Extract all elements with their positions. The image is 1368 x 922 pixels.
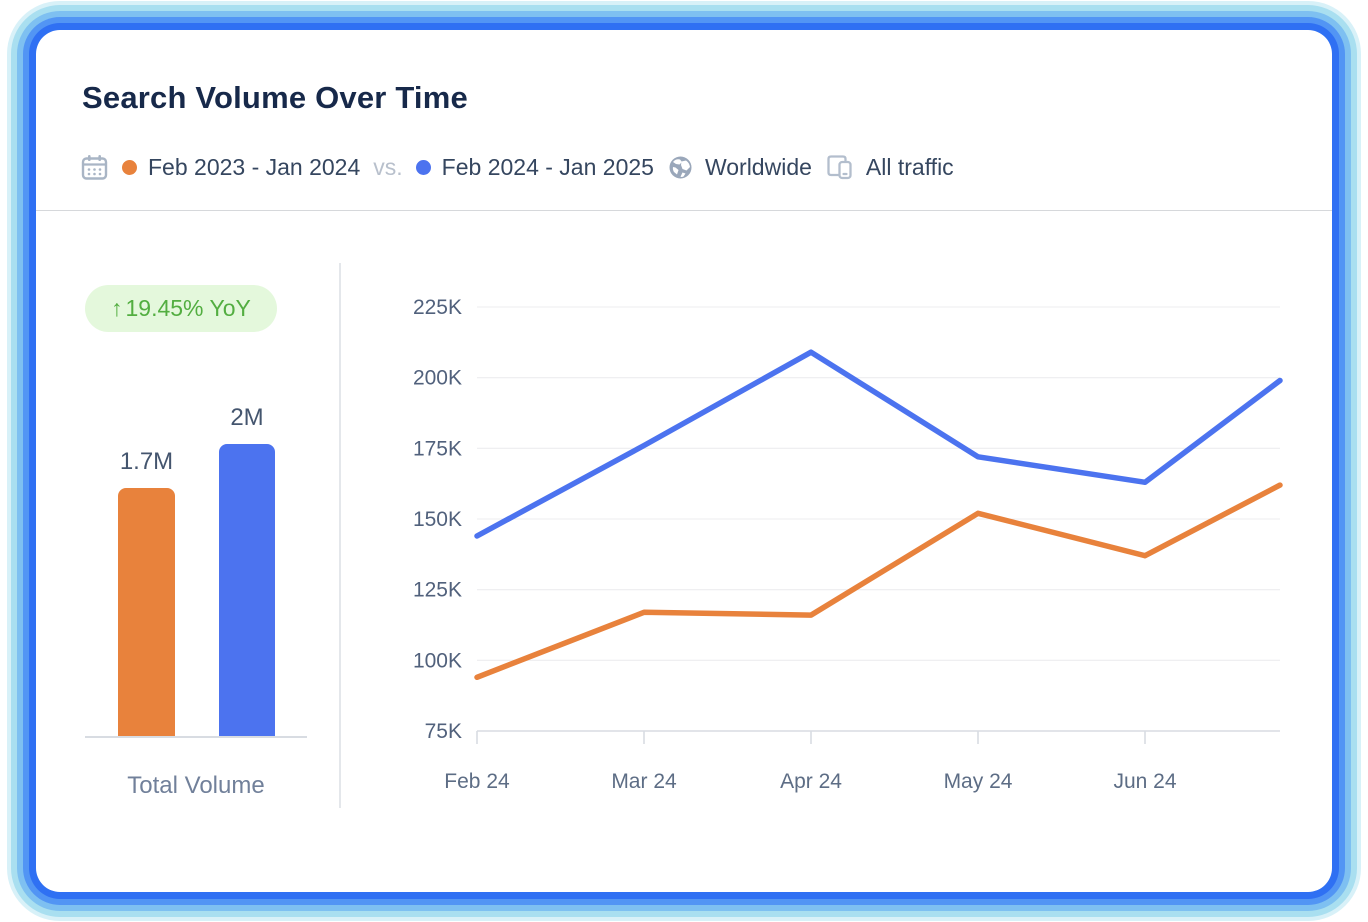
- calendar-icon: [80, 153, 109, 182]
- region-label: Worldwide: [704, 153, 812, 180]
- yoy-badge-text: 19.45% YoY: [125, 295, 251, 321]
- line-chart-svg: 225K 200K 175K 150K 125K 100K 75K Feb 24 Mar 24 A…: [413, 296, 1283, 793]
- search-volume-line-chart[interactable]: 225K 200K 175K 150K 125K 100K 75K Feb 24 Mar 24 A…: [380, 280, 1310, 825]
- bar-value-label: 2M: [230, 404, 264, 431]
- traffic-filter[interactable]: All traffic: [825, 152, 954, 182]
- chart-meta-row: Feb 2023 - Jan 2024 vs. Feb 2024 - Jan 2…: [80, 150, 954, 184]
- y-tick-label: 175K: [413, 437, 462, 460]
- y-tick-label: 100K: [413, 649, 462, 672]
- period-b-dot-icon: [415, 159, 431, 175]
- legend-period-b[interactable]: Feb 2024 - Jan 2025: [415, 153, 654, 181]
- search-volume-card: Search Volume Over Time Feb 2023 - Jan 2…: [36, 30, 1332, 892]
- y-tick-label: 150K: [413, 508, 462, 531]
- x-tick-label: May 24: [944, 770, 1013, 793]
- total-volume-bar[interactable]: [118, 488, 175, 736]
- total-volume-bar-chart[interactable]: 1.7M 2M: [85, 370, 307, 738]
- traffic-label: All traffic: [865, 153, 954, 180]
- devices-icon: [825, 152, 855, 182]
- header-divider: [36, 210, 1332, 211]
- y-tick-label: 200K: [413, 367, 462, 390]
- period-b-label: Feb 2024 - Jan 2025: [441, 153, 654, 180]
- period-a-label: Feb 2023 - Jan 2024: [148, 153, 361, 180]
- period-a-dot-icon: [122, 159, 137, 175]
- series-line-feb-2024-jan-2025[interactable]: [474, 349, 1283, 539]
- vs-label: vs.: [373, 153, 403, 180]
- y-tick-label: 125K: [413, 579, 462, 602]
- x-tick-label: Feb 24: [444, 770, 510, 793]
- series-line-feb-2023-jan-2024[interactable]: [474, 482, 1283, 681]
- bar-value-label: 1.7M: [119, 448, 174, 475]
- region-filter[interactable]: Worldwide: [667, 154, 812, 181]
- total-volume-label: Total Volume: [127, 772, 265, 799]
- page-title: Search Volume Over Time: [82, 80, 468, 115]
- x-tick-label: Mar 24: [611, 770, 677, 793]
- globe-icon: [667, 154, 694, 181]
- x-tick-label: Jun 24: [1113, 770, 1176, 793]
- y-tick-label: 225K: [413, 296, 462, 319]
- panel-divider: [339, 263, 341, 808]
- legend-period-a[interactable]: Feb 2023 - Jan 2024: [122, 154, 360, 181]
- yoy-badge: ↑ 19.45% YoY: [85, 285, 277, 332]
- x-tick-label: Apr 24: [780, 770, 842, 793]
- y-tick-label: 75K: [425, 720, 462, 743]
- total-volume-bar[interactable]: [219, 444, 275, 736]
- bar-chart-baseline: [85, 736, 307, 738]
- arrow-up-icon: ↑: [111, 295, 123, 321]
